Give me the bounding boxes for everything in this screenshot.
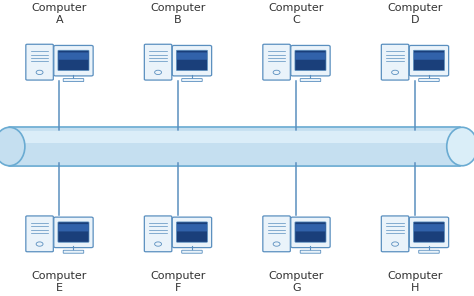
FancyBboxPatch shape [63, 250, 84, 253]
Ellipse shape [447, 127, 474, 166]
Text: Computer
C: Computer C [269, 3, 324, 25]
FancyBboxPatch shape [295, 222, 326, 242]
FancyBboxPatch shape [173, 45, 211, 76]
FancyBboxPatch shape [291, 217, 330, 247]
FancyBboxPatch shape [381, 44, 409, 80]
FancyBboxPatch shape [54, 45, 93, 76]
FancyBboxPatch shape [414, 52, 444, 60]
FancyBboxPatch shape [182, 78, 202, 81]
FancyBboxPatch shape [419, 250, 439, 253]
FancyBboxPatch shape [413, 50, 445, 70]
FancyBboxPatch shape [295, 224, 326, 231]
FancyBboxPatch shape [26, 44, 53, 80]
FancyBboxPatch shape [295, 52, 326, 60]
FancyBboxPatch shape [26, 216, 53, 252]
FancyBboxPatch shape [63, 78, 84, 81]
Text: Computer
H: Computer H [387, 271, 442, 293]
FancyBboxPatch shape [177, 52, 207, 60]
FancyBboxPatch shape [173, 217, 211, 247]
FancyBboxPatch shape [413, 222, 445, 242]
FancyBboxPatch shape [410, 45, 448, 76]
FancyBboxPatch shape [419, 78, 439, 81]
Text: Computer
D: Computer D [387, 3, 442, 25]
FancyBboxPatch shape [58, 224, 89, 231]
Text: Computer
F: Computer F [150, 271, 205, 293]
FancyBboxPatch shape [9, 127, 460, 166]
FancyBboxPatch shape [300, 250, 321, 253]
FancyBboxPatch shape [182, 250, 202, 253]
FancyBboxPatch shape [58, 222, 89, 242]
FancyBboxPatch shape [144, 44, 172, 80]
Text: Computer
G: Computer G [269, 271, 324, 293]
FancyBboxPatch shape [58, 50, 89, 70]
FancyBboxPatch shape [295, 50, 326, 70]
FancyBboxPatch shape [381, 216, 409, 252]
FancyBboxPatch shape [263, 44, 290, 80]
FancyBboxPatch shape [177, 224, 207, 231]
FancyBboxPatch shape [300, 78, 321, 81]
FancyBboxPatch shape [410, 217, 448, 247]
FancyBboxPatch shape [263, 216, 290, 252]
Text: Computer
A: Computer A [32, 3, 87, 25]
Text: Computer
E: Computer E [32, 271, 87, 293]
Ellipse shape [0, 127, 25, 166]
FancyBboxPatch shape [14, 131, 456, 143]
FancyBboxPatch shape [176, 50, 208, 70]
FancyBboxPatch shape [414, 224, 444, 231]
FancyBboxPatch shape [176, 222, 208, 242]
FancyBboxPatch shape [291, 45, 330, 76]
FancyBboxPatch shape [144, 216, 172, 252]
FancyBboxPatch shape [58, 52, 89, 60]
Text: Computer
B: Computer B [150, 3, 205, 25]
FancyBboxPatch shape [54, 217, 93, 247]
